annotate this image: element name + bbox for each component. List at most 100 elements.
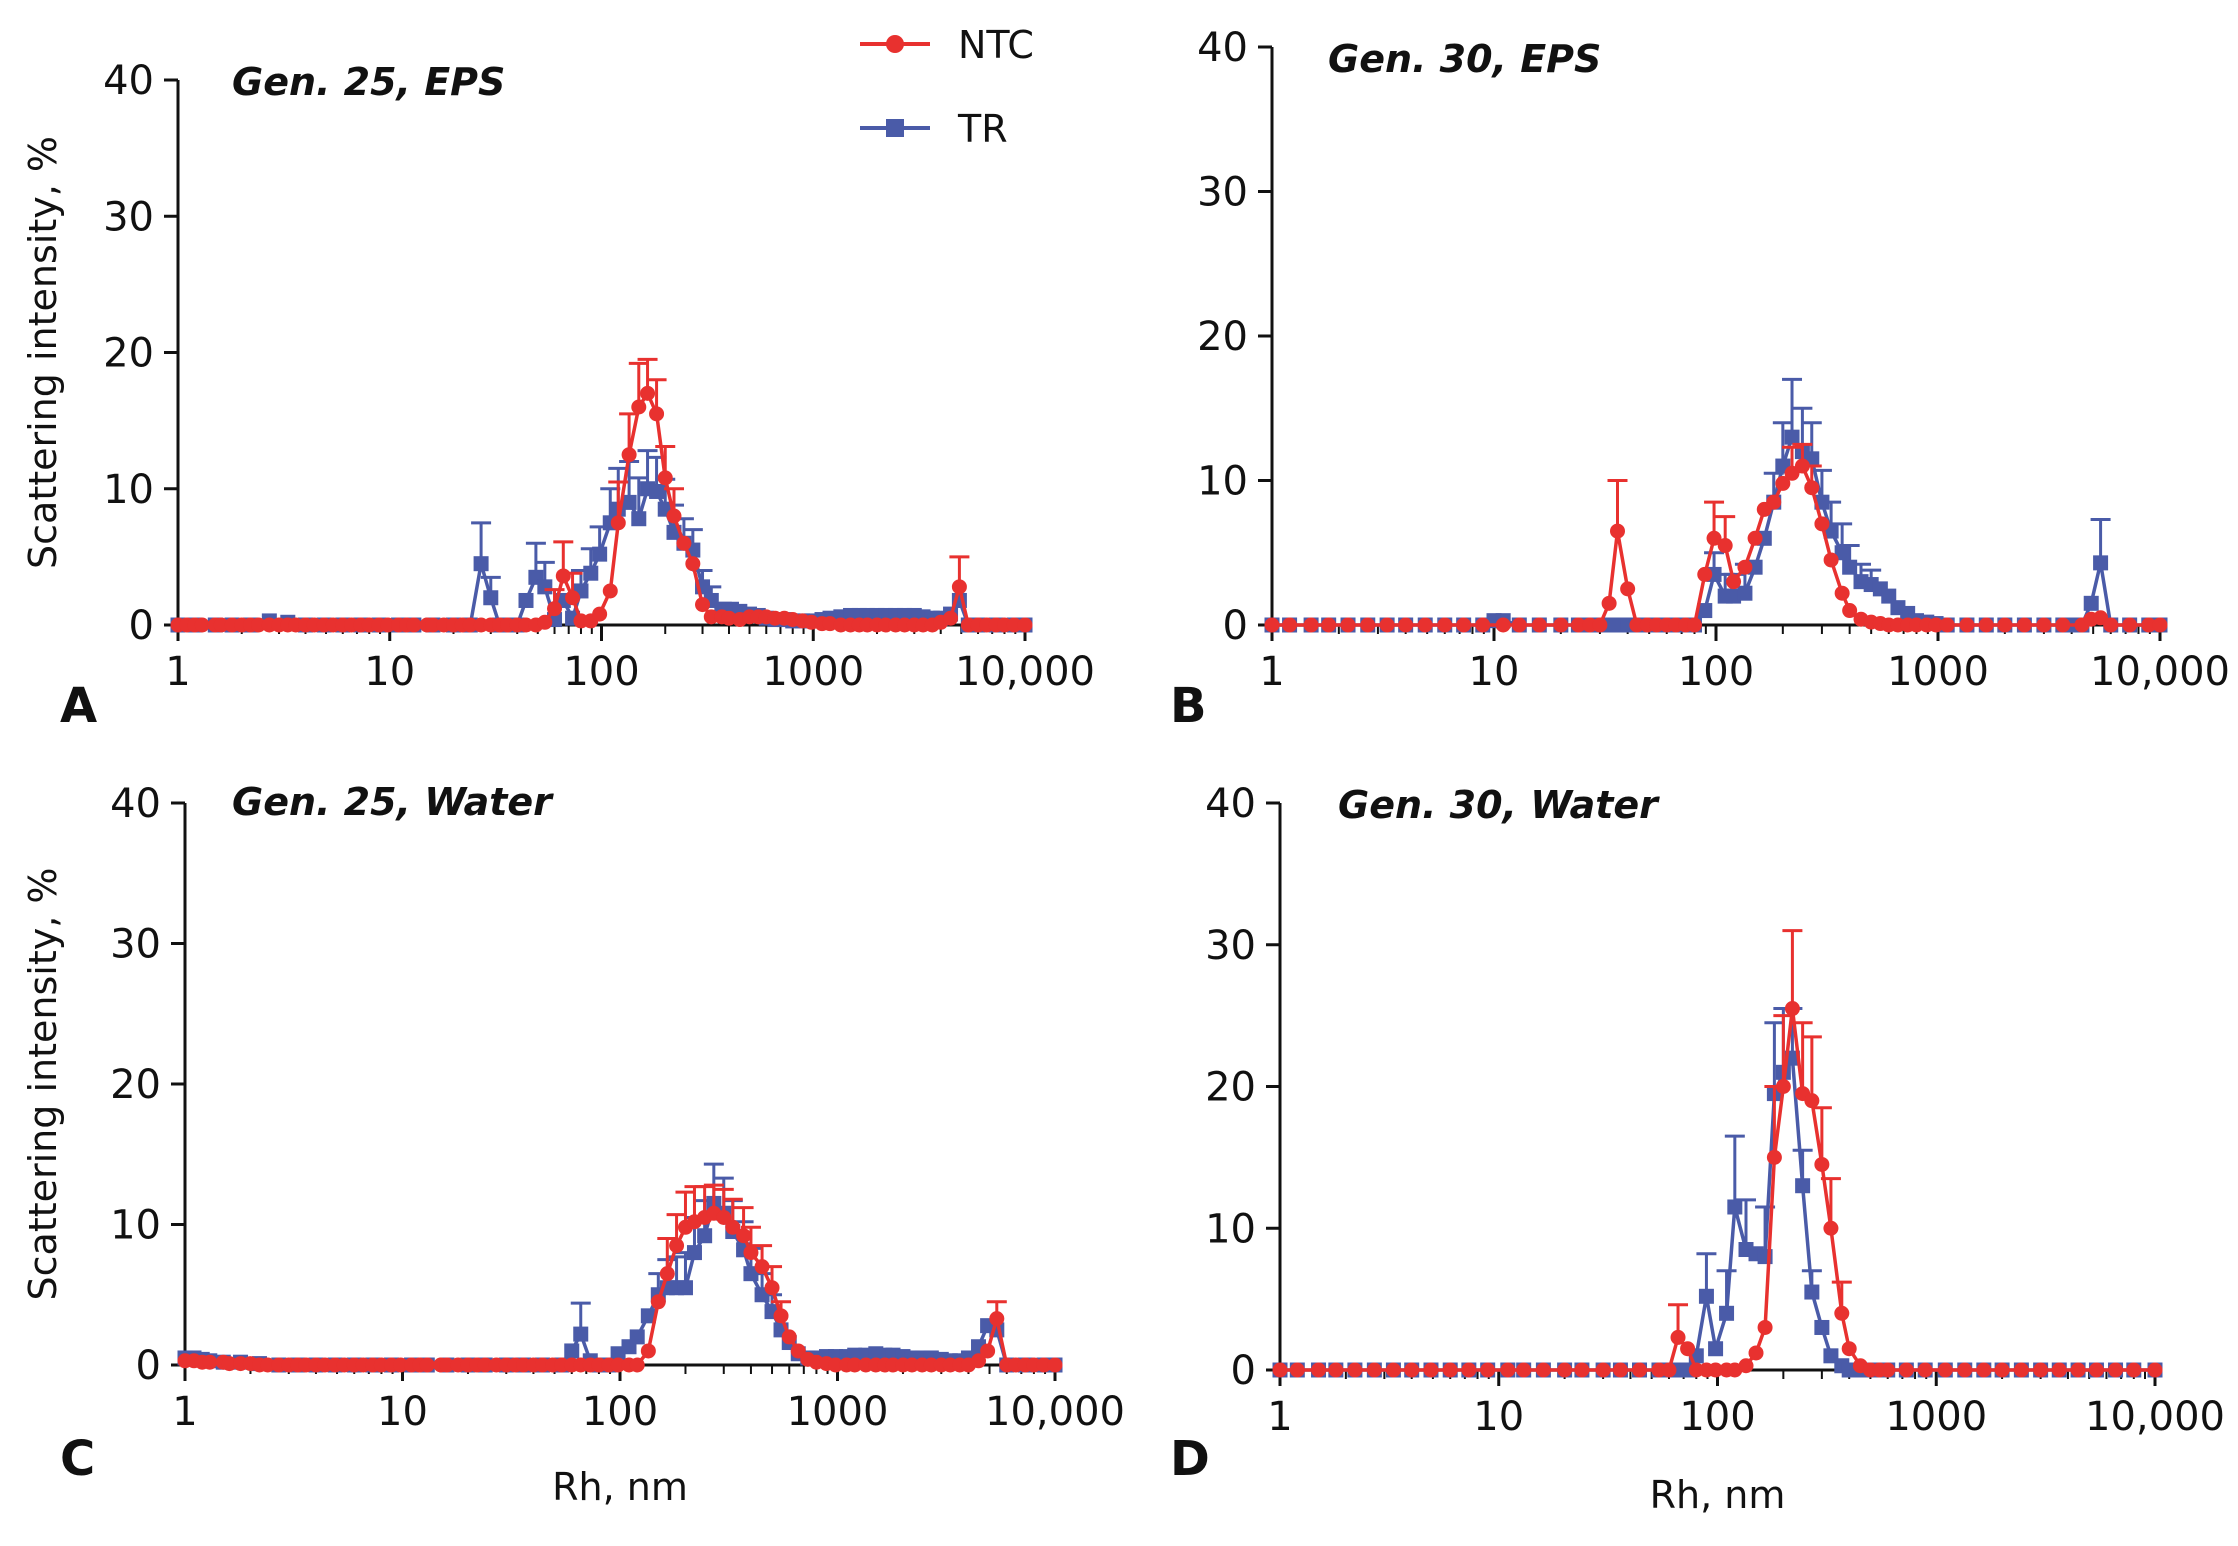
data-point	[425, 617, 441, 633]
data-point	[828, 1357, 844, 1373]
data-point	[2070, 1362, 2086, 1378]
data-point	[677, 1280, 693, 1296]
x-tick-label: 1	[165, 649, 190, 695]
data-point	[1842, 603, 1858, 619]
data-point	[1708, 1362, 1724, 1378]
data-point	[2122, 617, 2138, 633]
data-point	[1360, 617, 1376, 633]
x-tick-label: 10,000	[2085, 1394, 2225, 1440]
panel-d: 0 10 20 30 40 1 10 100 1000 10,000 Gen. 30, Water D…	[1170, 781, 2225, 1517]
x-tick-label: 1000	[787, 1389, 889, 1435]
data-point	[1385, 1362, 1401, 1378]
data-point	[1928, 617, 1944, 633]
data-point	[1480, 1362, 1496, 1378]
data-point	[406, 617, 422, 633]
x-tick-label: 1	[1267, 1394, 1292, 1440]
data-point	[1456, 617, 1472, 633]
panel-label: D	[1170, 1431, 1210, 1487]
x-tick-label: 100	[582, 1389, 658, 1435]
data-point	[1834, 1305, 1850, 1321]
data-point	[1775, 1079, 1791, 1094]
data-point	[1036, 1357, 1052, 1373]
y-tick-label: 20	[1205, 1065, 1256, 1111]
x-tick-label: 100	[563, 649, 639, 695]
data-point	[1834, 545, 1850, 561]
data-point	[439, 1357, 455, 1373]
data-point	[1612, 1362, 1628, 1378]
data-point	[1726, 574, 1742, 590]
data-point	[1804, 480, 1820, 496]
y-tick-label: 10	[103, 467, 154, 513]
legend-ntc-label: NTC	[958, 23, 1034, 67]
data-point	[621, 447, 637, 463]
data-point	[1841, 1341, 1857, 1357]
data-point	[1766, 494, 1782, 510]
data-point	[669, 1238, 685, 1254]
data-point	[631, 399, 647, 415]
y-tick-label: 20	[1197, 314, 1248, 360]
data-point	[592, 546, 608, 562]
legend-tr-marker	[886, 119, 904, 137]
data-point	[1719, 1305, 1735, 1321]
data-point	[1574, 1362, 1590, 1378]
data-point	[477, 1357, 493, 1373]
data-point	[1366, 1362, 1382, 1378]
y-tick-label: 40	[1205, 781, 1256, 827]
data-point	[1340, 617, 1356, 633]
data-point	[1814, 516, 1830, 532]
y-tick-label: 40	[1197, 25, 1248, 71]
data-point	[1978, 617, 1994, 633]
data-point	[1595, 1362, 1611, 1378]
data-point	[1957, 1362, 1973, 1378]
data-point	[1842, 559, 1858, 575]
data-point	[1264, 617, 1280, 633]
data-point	[1047, 1357, 1063, 1373]
x-tick-label: 10	[1469, 649, 1520, 695]
data-point	[2055, 617, 2071, 633]
panel-title: Gen. 25, Water	[232, 780, 554, 824]
data-point	[1697, 566, 1713, 582]
series-ntc	[1272, 929, 2163, 1378]
data-point	[1939, 617, 1955, 633]
data-point	[943, 610, 959, 626]
data-point	[1898, 1362, 1914, 1378]
data-point	[1289, 1362, 1305, 1378]
data-point	[764, 1280, 780, 1296]
data-point	[676, 535, 692, 551]
data-point	[1738, 1358, 1754, 1374]
data-point	[1500, 1362, 1516, 1378]
y-tick-label: 40	[103, 58, 154, 104]
data-point	[602, 583, 618, 599]
y-tick-label: 40	[110, 781, 161, 827]
data-point	[1601, 595, 1617, 611]
data-point	[1272, 1362, 1288, 1378]
x-tick-label: 100	[1679, 1394, 1755, 1440]
data-point	[1347, 1362, 1363, 1378]
data-point	[1784, 1001, 1800, 1017]
data-point	[260, 1357, 276, 1373]
y-tick-label: 20	[110, 1062, 161, 1108]
data-point	[1748, 1345, 1764, 1361]
data-point	[1823, 1220, 1839, 1236]
data-point	[754, 1259, 770, 1275]
data-point	[1516, 1362, 1532, 1378]
panel-c: 0 10 20 30 40 1 10 100 1000 10,000 Gen. 25, Water C…	[21, 780, 1125, 1509]
series-ntc	[170, 357, 1033, 633]
series-line	[178, 391, 1025, 627]
data-point	[1680, 1341, 1696, 1357]
data-point	[666, 508, 682, 524]
data-point	[1823, 552, 1839, 568]
data-point	[2033, 1362, 2049, 1378]
data-point	[1557, 1362, 1573, 1378]
y-tick-label: 30	[1197, 170, 1248, 216]
data-point	[1880, 1362, 1896, 1378]
data-point	[1398, 617, 1414, 633]
data-point	[213, 617, 229, 633]
x-tick-label: 10	[1473, 1394, 1524, 1440]
data-point	[703, 609, 719, 625]
data-point	[1404, 1362, 1420, 1378]
data-point	[2103, 617, 2119, 633]
data-point	[1959, 617, 1975, 633]
x-tick-label: 10,000	[2090, 649, 2230, 695]
data-point	[2093, 555, 2109, 571]
